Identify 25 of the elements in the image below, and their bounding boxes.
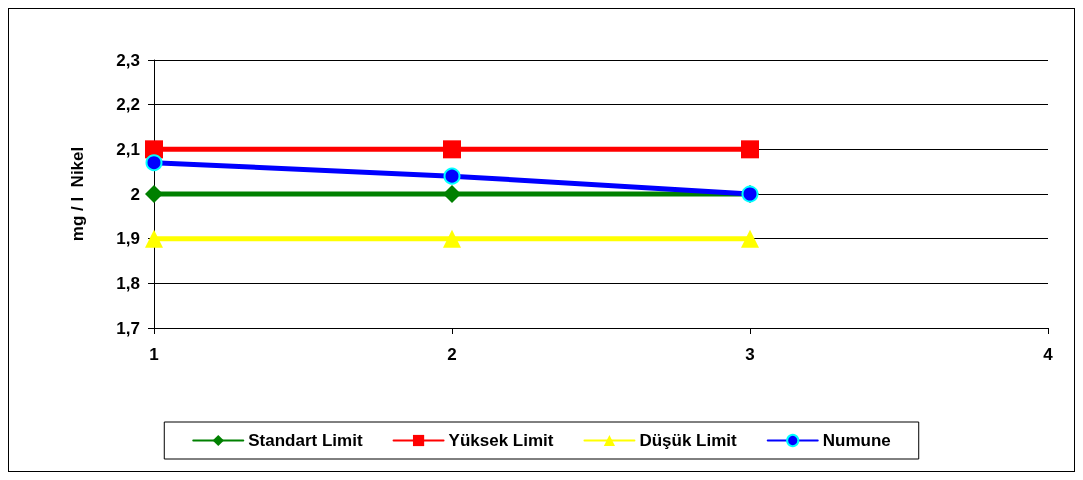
point [145, 229, 163, 248]
y-tick-label: 2,2 [116, 95, 140, 115]
y-tick-label: 1,9 [116, 229, 140, 249]
x-tick-label: 1 [149, 345, 159, 364]
y-tick-label: 2 [130, 184, 140, 204]
point [443, 185, 461, 203]
legend-label: Numune [822, 431, 891, 450]
point [443, 229, 461, 248]
point [145, 185, 163, 203]
legend-label: Düşük Limit [639, 431, 738, 450]
y-axis-title: mg / l Nikel [68, 146, 87, 242]
point [145, 154, 163, 172]
y-tick-label: 2,3 [116, 50, 140, 70]
point [741, 140, 759, 159]
legend-label: Standart Limit [248, 431, 363, 450]
y-tick-label: 1,8 [116, 273, 140, 293]
x-tick-label: 3 [745, 345, 755, 364]
legend-label: Yüksek Limit [448, 431, 554, 450]
point [443, 167, 461, 185]
x-tick-label: 4 [1043, 345, 1054, 364]
y-tick-label: 1,7 [116, 318, 140, 338]
point [443, 140, 461, 159]
x-tick-label: 2 [447, 345, 457, 364]
point [741, 229, 759, 248]
y-tick-label: 2,1 [116, 139, 140, 159]
